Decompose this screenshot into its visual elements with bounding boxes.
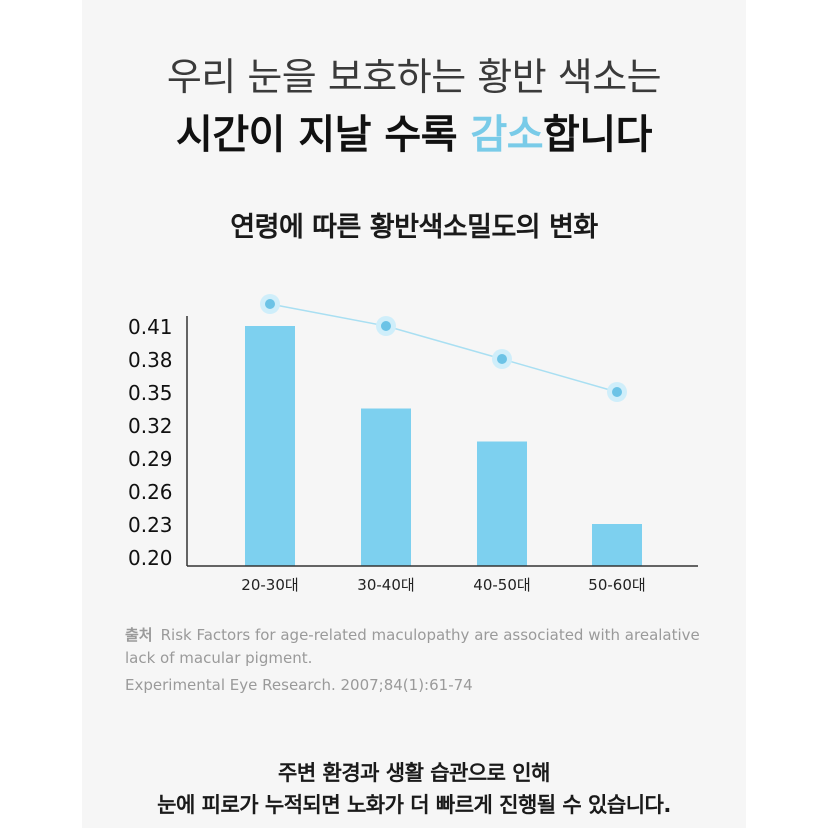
y-tick-label: 0.20: [128, 546, 173, 570]
footer-line-1: 주변 환경과 생활 습관으로 인해: [278, 761, 550, 785]
y-tick-label: 0.41: [128, 315, 173, 339]
source-line-1: 출처 Risk Factors for age-related maculopat…: [125, 624, 725, 647]
y-tick-label: 0.32: [128, 414, 173, 438]
x-tick-label: 30-40대: [357, 576, 414, 594]
x-tick-label: 50-60대: [588, 576, 645, 594]
x-axis-ticks: 20-30대 30-40대 40-50대 50-60대: [241, 576, 645, 594]
trend-line: [269, 303, 618, 393]
y-tick-label: 0.29: [128, 447, 173, 471]
bar: [245, 326, 295, 566]
trend-point: [265, 299, 275, 309]
x-tick-label: 20-30대: [241, 576, 298, 594]
headline-suffix: 합니다: [543, 112, 652, 158]
y-tick-label: 0.26: [128, 480, 173, 504]
headline-line-1: 우리 눈을 보호하는 황반 색소는: [166, 55, 662, 99]
bar: [477, 441, 527, 566]
bar: [592, 524, 642, 566]
headline-line-2: 시간이 지날 수록 감소합니다: [0, 102, 828, 160]
trend-point: [381, 321, 391, 331]
x-tick-label: 40-50대: [473, 576, 530, 594]
bars: [245, 326, 642, 566]
content-panel: [82, 0, 746, 828]
trend-point: [612, 387, 622, 397]
bar: [361, 408, 411, 566]
chart-title: 연령에 따른 황반색소밀도의 변화: [230, 212, 598, 243]
source-text-1: Risk Factors for age-related maculopathy…: [160, 626, 700, 644]
footer-line-2: 눈에 피로가 누적되면 노화가 더 빠르게 진행될 수 있습니다.: [157, 793, 671, 817]
trend-points: [260, 294, 627, 402]
y-axis-ticks: 0.41 0.38 0.35 0.32 0.29 0.26 0.23 0.20: [128, 315, 173, 570]
y-tick-label: 0.35: [128, 381, 173, 405]
headline-prefix: 시간이 지날 수록: [176, 112, 471, 158]
source-label: 출처: [125, 626, 153, 644]
y-tick-label: 0.23: [128, 513, 173, 537]
trend-point: [497, 354, 507, 364]
headline-accent: 감소: [470, 112, 544, 158]
source-line-2: lack of macular pigment.: [125, 649, 313, 667]
source-line-3: Experimental Eye Research. 2007;84(1):61…: [125, 676, 473, 694]
y-tick-label: 0.38: [128, 348, 173, 372]
